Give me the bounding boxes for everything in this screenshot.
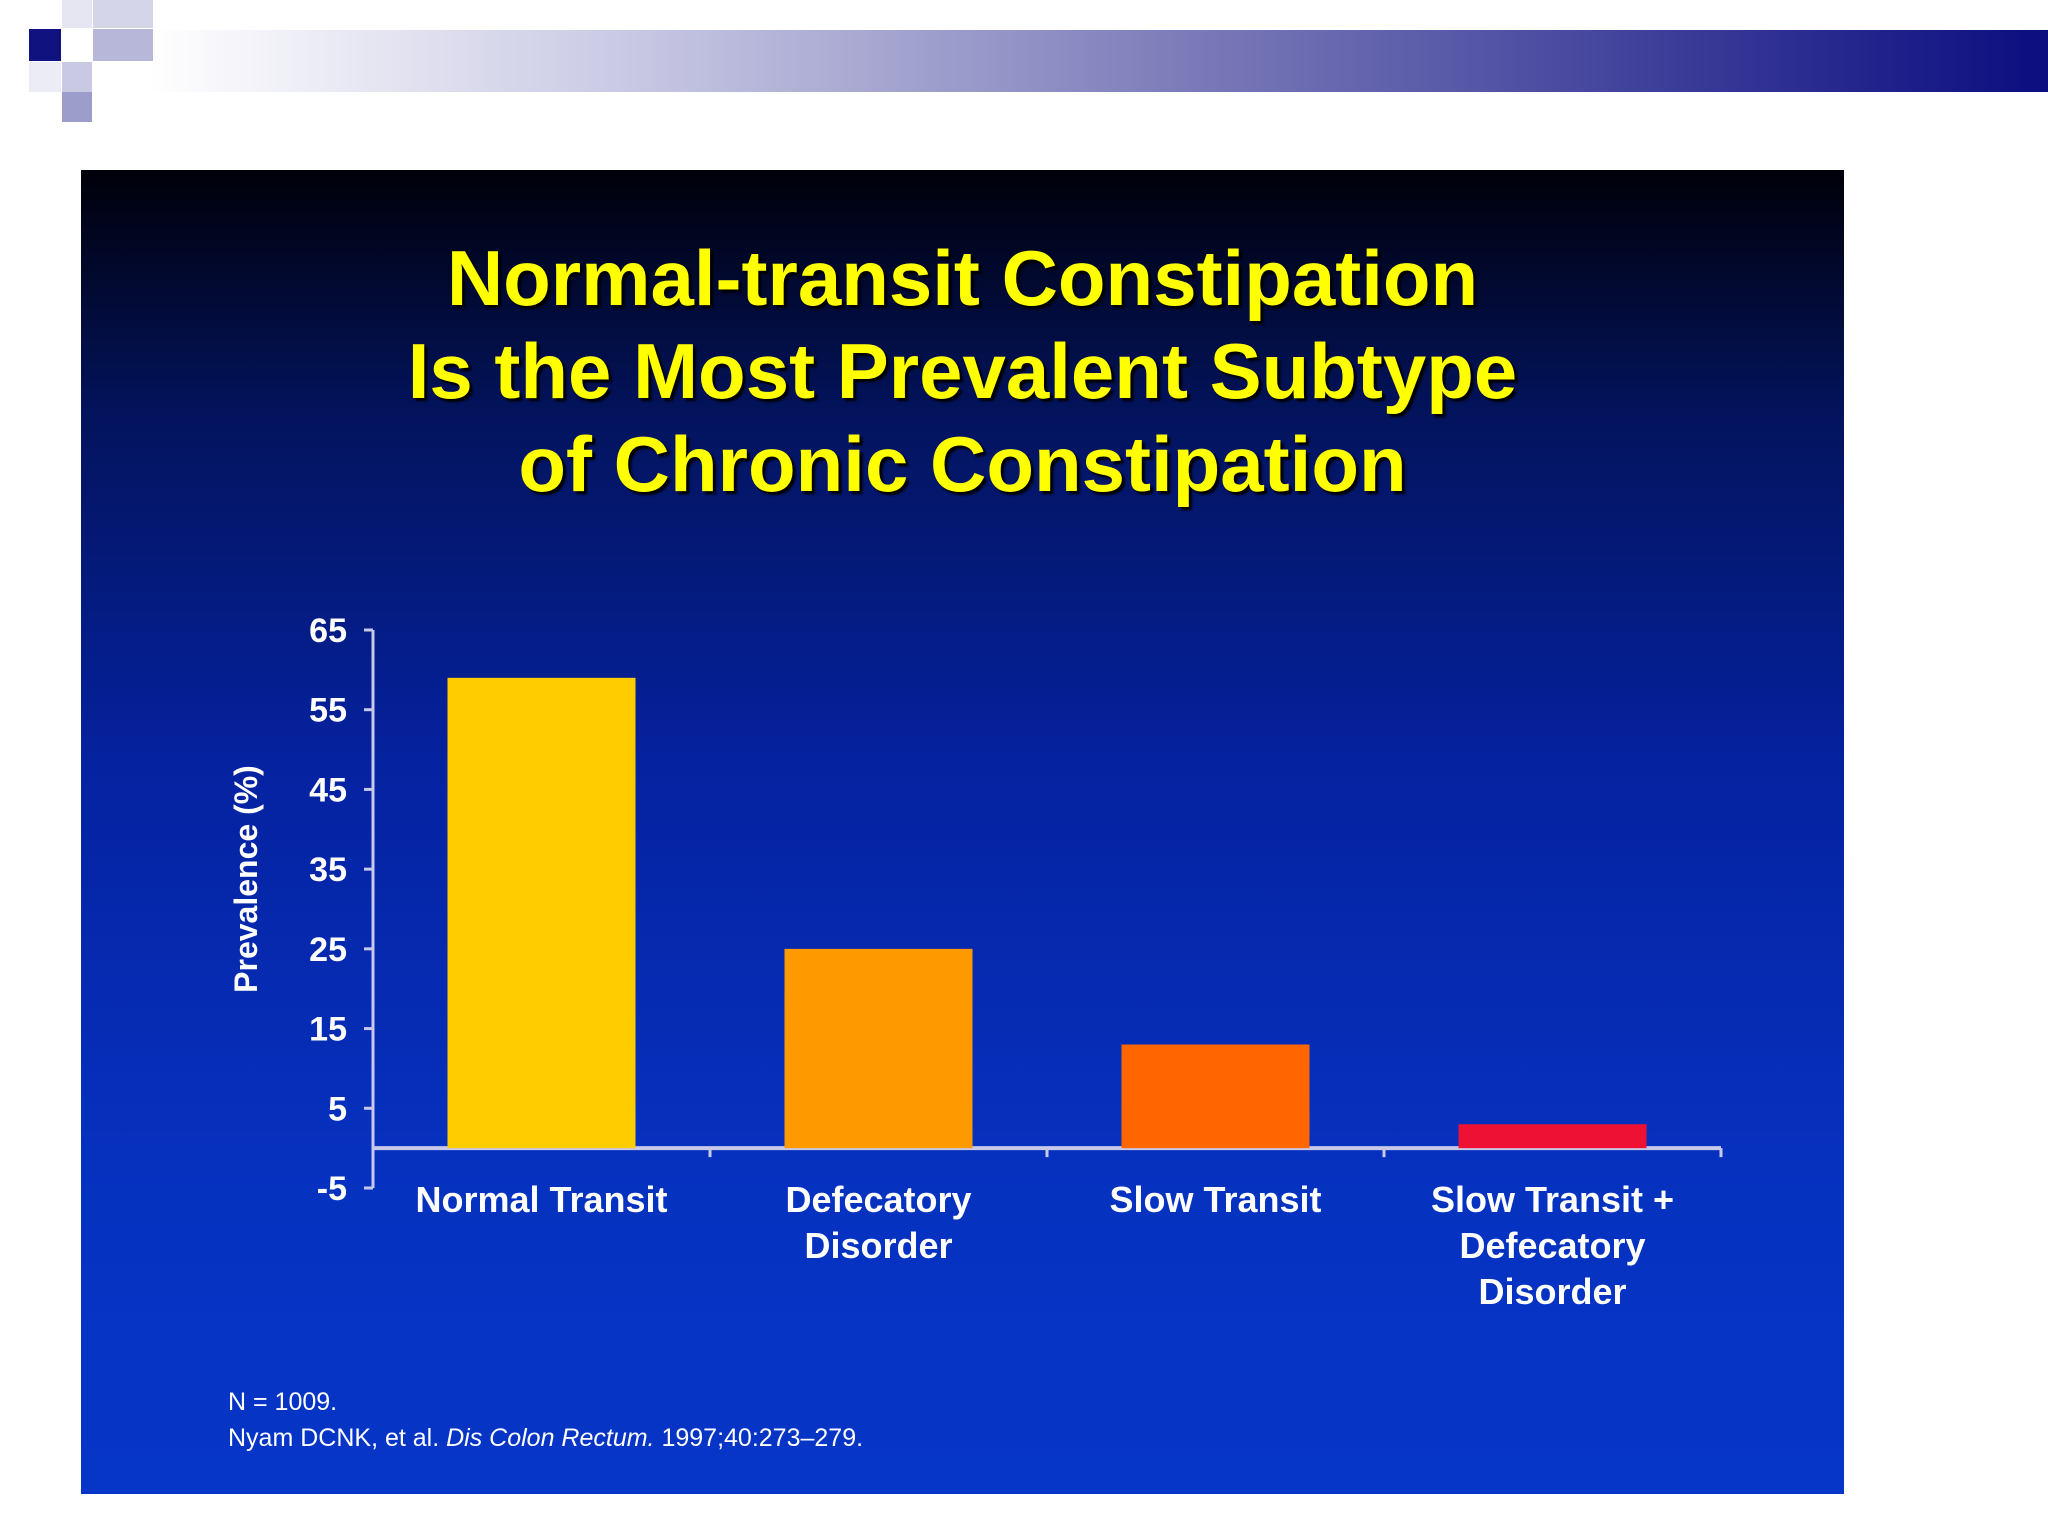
y-tick-label: -5 [317,1170,347,1208]
category-label-line: Disorder [1478,1271,1626,1312]
footnote: N = 1009. Nyam DCNK, et al. Dis Colon Re… [228,1384,863,1456]
slide-panel: Normal-transit Constipation Is the Most … [81,170,1844,1494]
header-square-decoration [93,29,153,61]
footnote-journal: Dis Colon Rectum. [446,1424,655,1452]
footnote-reference: Nyam DCNK, et al. Dis Colon Rectum. 1997… [228,1420,863,1456]
bar [1458,1124,1647,1149]
header-square-decoration [93,0,153,28]
y-tick-label: 55 [309,692,347,730]
header-square-decoration [62,92,92,122]
y-axis-title: Prevalence (%) [228,765,264,993]
footnote-sample-size: N = 1009. [228,1388,338,1416]
bar [447,677,636,1149]
footnote-citation: 1997;40:273–279. [654,1424,864,1452]
category-label-line: Disorder [804,1225,952,1266]
category-label-line: Slow Transit + [1431,1179,1674,1220]
chart-title-line: of Chronic Constipation [518,420,1407,508]
chart-title: Normal-transit Constipation Is the Most … [81,232,1844,511]
category-label-line: Defecatory [785,1179,971,1220]
category-label-line: Slow Transit [1109,1179,1321,1220]
bar-chart: 65 55 45 35 25 15 5 -5 Prevalence (%) Normal Tran… [228,612,1723,1312]
category-label-line: Defecatory [1459,1225,1645,1266]
category-label-line: Normal Transit [415,1179,667,1220]
bar [784,948,973,1149]
category-label: Slow Transit [1109,1179,1321,1220]
y-tick-label: 25 [309,931,347,969]
header-square-decoration [29,62,61,92]
chart-title-line: Normal-transit Constipation [446,234,1479,322]
chart-title-line: Is the Most Prevalent Subtype [407,327,1518,415]
y-tick-label: 35 [309,851,347,889]
header-square-decoration [62,62,92,92]
header-square-decoration [29,29,61,61]
y-tick-label: 65 [309,612,347,650]
footnote-authors: Nyam DCNK, et al. [228,1424,447,1452]
header-square-decoration [62,0,92,28]
header-gradient-bar [150,30,2048,92]
y-tick-label: 45 [309,771,347,809]
bar [1121,1044,1310,1149]
y-tick-label: 5 [328,1090,347,1128]
category-label: Slow Transit + Defecatory Disorder [1431,1179,1674,1312]
category-label: Defecatory Disorder [785,1179,971,1266]
category-label: Normal Transit [415,1179,667,1220]
y-tick-label: 15 [309,1011,347,1049]
